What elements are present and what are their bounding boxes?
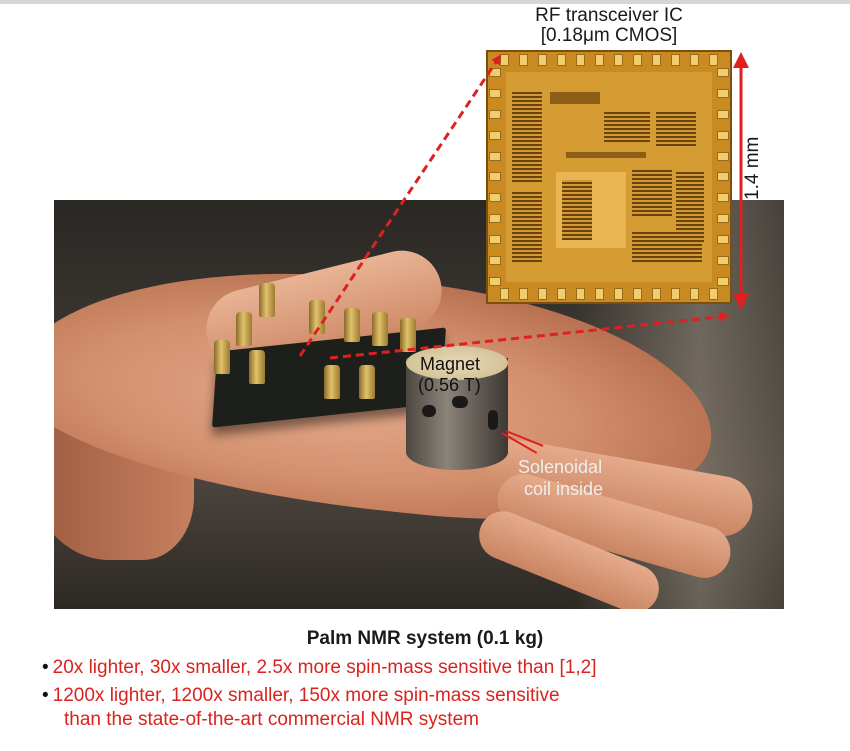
sma-connector — [359, 365, 375, 399]
bullet-text: 20x lighter, 30x smaller, 2.5x more spin… — [52, 657, 597, 678]
circuit-block — [676, 172, 704, 242]
dimension-arrowhead-bottom — [733, 294, 749, 310]
circuit-block — [632, 168, 672, 216]
magnet-hole — [422, 405, 436, 417]
callout-arrow-bottom — [329, 311, 730, 360]
sma-connector — [214, 340, 230, 374]
circuit-block — [632, 232, 702, 262]
magnet-hole — [452, 396, 468, 408]
circuit-block — [550, 92, 600, 104]
sma-connector — [324, 365, 340, 399]
figure-caption: Palm NMR system (0.1 kg) — [306, 628, 544, 649]
bullet-item: • 1200x lighter, 1200x smaller, 150x more… — [42, 684, 560, 707]
chip-process: [0.18μm CMOS] — [540, 25, 678, 46]
circuit-block — [512, 92, 542, 182]
dimension-arrowhead-top — [733, 52, 749, 68]
chip-title: RF transceiver IC — [535, 5, 683, 26]
chip-dimension-label: 1.4 mm — [742, 136, 763, 200]
circuit-block — [656, 112, 696, 146]
sma-connector — [309, 300, 325, 334]
bond-pads-bottom — [500, 288, 718, 300]
sma-connector — [400, 318, 416, 352]
rf-transceiver-chip — [486, 50, 732, 304]
bullet-text: 1200x lighter, 1200x smaller, 150x more … — [52, 685, 560, 706]
bond-pads-left — [489, 68, 501, 286]
bullet-continuation: than the state-of-the-art commercial NMR… — [64, 709, 479, 730]
sma-connector — [249, 350, 265, 384]
sma-connector — [344, 308, 360, 342]
bond-pads-right — [717, 68, 729, 286]
bullet-item: • 20x lighter, 30x smaller, 2.5x more spi… — [42, 656, 597, 679]
magnet-label-line2: (0.56 T) — [418, 375, 481, 395]
sma-connector — [236, 312, 252, 346]
circuit-block — [604, 112, 650, 142]
bullet-dot: • — [42, 657, 49, 678]
callout-arrow-top — [298, 54, 502, 357]
bullet-dot: • — [42, 685, 49, 706]
top-border — [0, 0, 850, 4]
coil-label-line1: Solenoidal — [518, 457, 603, 477]
chip-core — [506, 72, 712, 282]
circuit-block — [512, 192, 542, 262]
magnet-top-face — [406, 346, 508, 380]
sma-connector — [372, 312, 388, 346]
magnet-hole — [488, 410, 498, 430]
bond-pads-top — [500, 54, 718, 66]
sma-connector — [259, 283, 275, 317]
coil-label-line2: coil inside — [524, 479, 604, 499]
magnet-label-line1: Magnet — [420, 354, 481, 374]
circuit-block — [566, 152, 646, 158]
circuit-block — [562, 180, 592, 240]
